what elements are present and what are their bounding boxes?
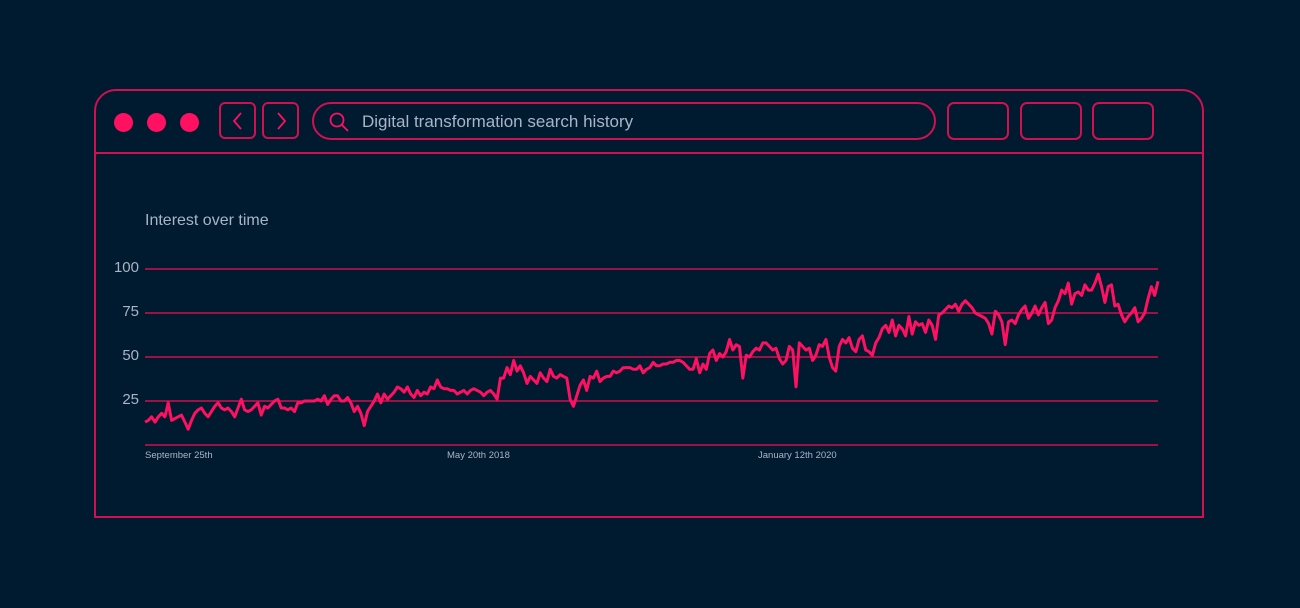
title-bar: Digital transformation search history bbox=[96, 91, 1202, 154]
x-tick-late: January 12th 2020 bbox=[758, 450, 837, 461]
x-tick-mid: May 20th 2018 bbox=[447, 450, 510, 461]
toolbar-button-1[interactable] bbox=[947, 102, 1009, 140]
close-dot-icon[interactable] bbox=[114, 113, 133, 132]
y-tick-25: 25 bbox=[122, 391, 139, 408]
interest-line bbox=[144, 272, 1160, 431]
y-tick-75: 75 bbox=[122, 303, 139, 320]
chevron-right-icon bbox=[276, 111, 286, 130]
search-input[interactable]: Digital transformation search history bbox=[362, 112, 634, 131]
forward-button[interactable] bbox=[262, 102, 299, 139]
y-tick-50: 50 bbox=[122, 347, 139, 364]
minimize-dot-icon[interactable] bbox=[147, 113, 166, 132]
gridlines bbox=[145, 268, 1158, 446]
toolbar-button-2[interactable] bbox=[1020, 102, 1082, 140]
search-bar[interactable]: Digital transformation search history bbox=[312, 102, 936, 140]
x-tick-start: September 25th bbox=[145, 450, 213, 461]
chevron-left-icon bbox=[232, 111, 242, 130]
maximize-dot-icon[interactable] bbox=[180, 113, 199, 132]
y-tick-100: 100 bbox=[113, 259, 139, 276]
chart-title: Interest over time bbox=[145, 212, 269, 229]
browser-window: Digital transformation search history bbox=[94, 89, 1204, 518]
search-icon bbox=[329, 112, 349, 132]
back-button[interactable] bbox=[219, 102, 256, 139]
toolbar-button-3[interactable] bbox=[1092, 102, 1154, 140]
